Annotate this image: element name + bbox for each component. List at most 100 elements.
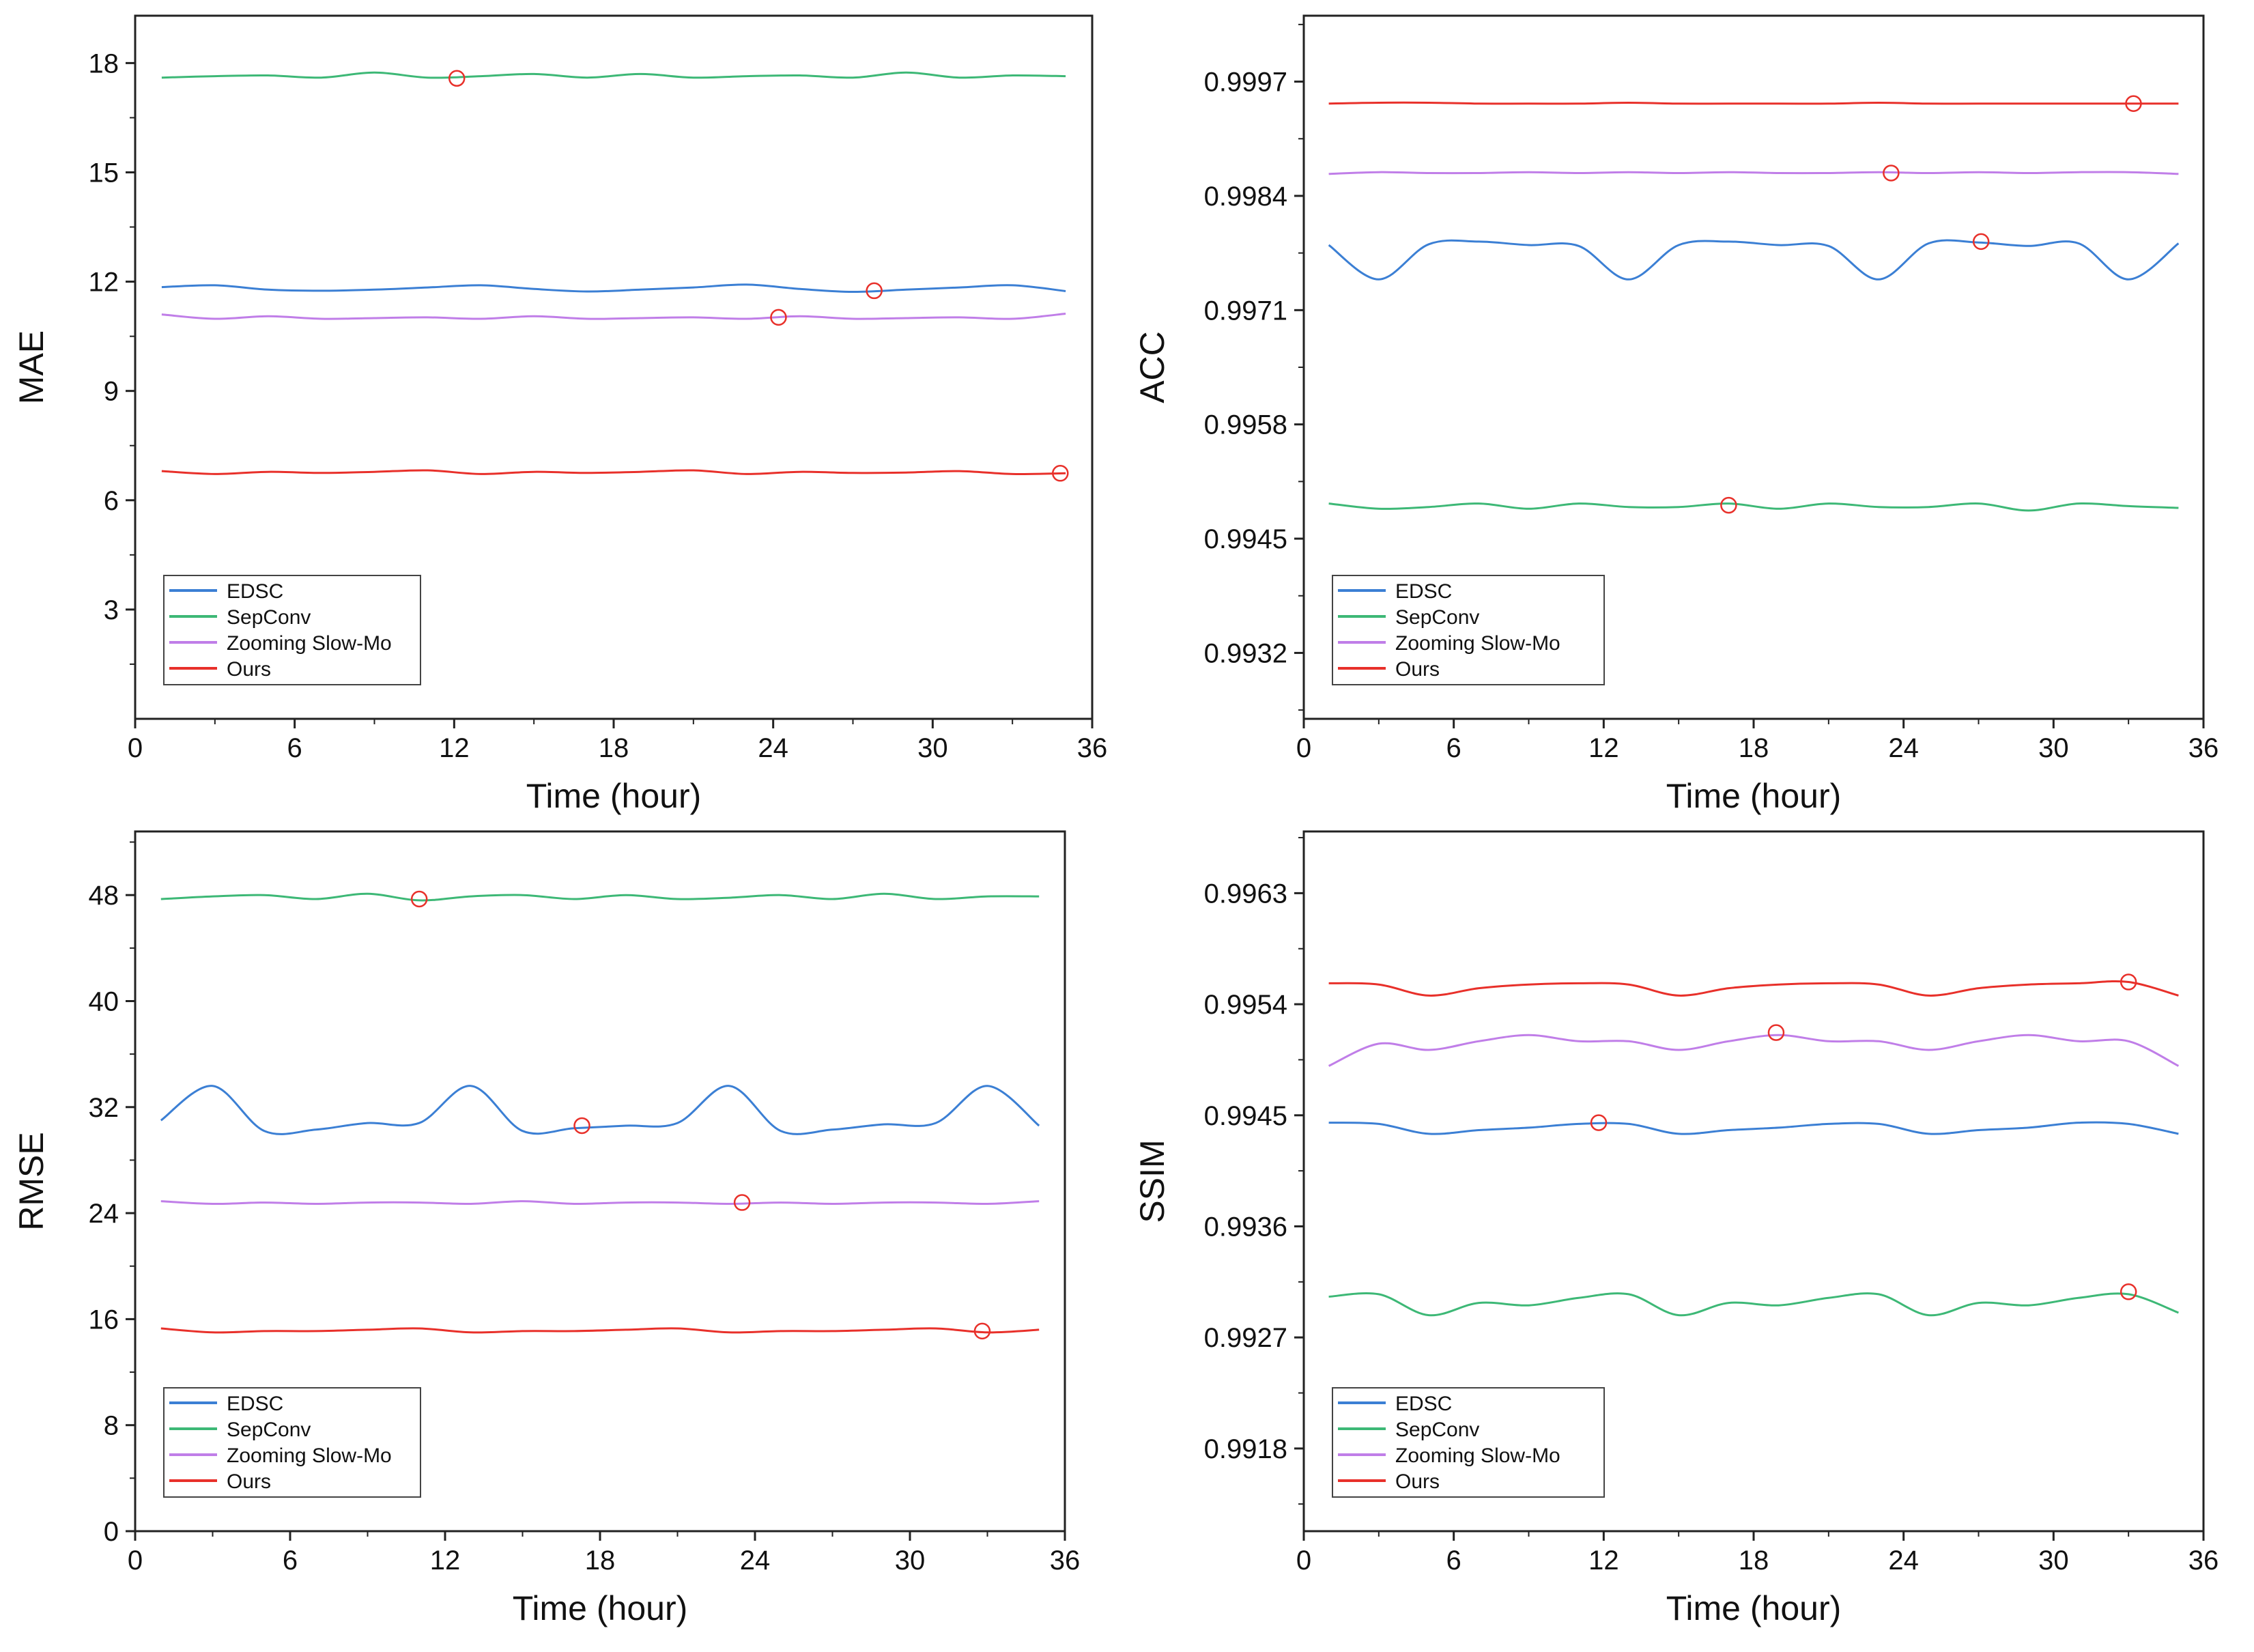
legend-label: SepConv xyxy=(1395,1419,1479,1441)
x-tick-label: 12 xyxy=(439,733,470,763)
y-axis-label: SSIM xyxy=(1133,1139,1171,1223)
x-tick-label: 0 xyxy=(128,1546,143,1576)
highlight-marker xyxy=(1767,1024,1785,1041)
x-tick-label: 36 xyxy=(2188,733,2219,763)
highlight-marker xyxy=(1720,496,1737,514)
y-tick-label: 0.9932 xyxy=(1204,638,1287,668)
series-line-ours xyxy=(1328,101,2179,105)
x-axis-label: Time (hour) xyxy=(1666,1589,1842,1627)
y-tick-label: 9 xyxy=(104,377,119,407)
y-tick-label: 3 xyxy=(104,595,119,625)
x-tick-label: 12 xyxy=(430,1546,461,1576)
y-tick-label: 6 xyxy=(104,486,119,516)
x-tick-label: 12 xyxy=(1588,1546,1619,1576)
legend-label: SepConv xyxy=(1395,606,1479,629)
y-tick-label: 0.9958 xyxy=(1204,410,1287,440)
x-tick-label: 6 xyxy=(1446,1546,1461,1576)
y-tick-label: 18 xyxy=(89,48,119,79)
y-tick-label: 24 xyxy=(89,1199,119,1229)
chart-panel-rmse: 0 6 12 18 24 30 36 0 8 16 24 32 40 48 Time (hour) RMSE E… xyxy=(12,830,1081,1627)
legend-label: EDSC xyxy=(1395,580,1452,603)
y-axis-label: MAE xyxy=(12,330,51,404)
highlight-marker xyxy=(1052,465,1069,482)
y-tick-label: 0.9984 xyxy=(1204,182,1287,212)
legend-label: EDSC xyxy=(227,1393,283,1415)
legend-label: SepConv xyxy=(227,606,311,629)
series-line-edsc xyxy=(1328,239,2180,281)
legend-label: Zooming Slow-Mo xyxy=(227,632,392,655)
chart-panel-acc: 0 6 12 18 24 30 36 0.9932 0.9945 0.9958 0.9971 0.99… xyxy=(1133,14,2219,815)
highlight-marker xyxy=(2120,1283,2137,1300)
x-tick-label: 6 xyxy=(1446,733,1461,763)
highlight-marker xyxy=(410,890,428,908)
y-axis-label: ACC xyxy=(1133,331,1171,403)
y-tick-label: 0.9927 xyxy=(1204,1323,1287,1353)
series-line-edsc xyxy=(161,283,1066,294)
x-tick-label: 18 xyxy=(585,1546,616,1576)
x-axis-label: Time (hour) xyxy=(1666,777,1842,815)
x-tick-label: 0 xyxy=(1296,733,1311,763)
y-tick-label: 32 xyxy=(89,1093,119,1123)
series-line-zooming-slow-mo xyxy=(1328,1034,2180,1067)
series-line-ours xyxy=(160,1327,1040,1334)
highlight-marker xyxy=(866,282,883,300)
series-line-zooming-slow-mo xyxy=(160,1200,1040,1206)
x-tick-label: 0 xyxy=(1296,1546,1311,1576)
y-tick-label: 0.9954 xyxy=(1204,990,1287,1020)
legend-label: Ours xyxy=(1395,658,1440,681)
x-axis-label: Time (hour) xyxy=(526,777,702,815)
x-tick-label: 30 xyxy=(2038,1546,2069,1576)
x-tick-label: 6 xyxy=(287,733,302,763)
highlight-marker xyxy=(1883,165,1900,182)
x-tick-label: 30 xyxy=(895,1546,926,1576)
series-line-zooming-slow-mo xyxy=(161,313,1066,320)
y-tick-label: 0.9963 xyxy=(1204,879,1287,909)
legend-box xyxy=(163,575,421,685)
legend-box xyxy=(1332,1387,1605,1498)
x-tick-label: 18 xyxy=(1739,733,1769,763)
y-tick-label: 48 xyxy=(89,881,119,911)
y-tick-label: 0.9945 xyxy=(1204,524,1287,554)
x-tick-label: 18 xyxy=(1739,1546,1769,1576)
legend-label: EDSC xyxy=(1395,1393,1452,1415)
x-tick-label: 36 xyxy=(2188,1546,2219,1576)
highlight-marker xyxy=(770,309,787,326)
x-tick-label: 30 xyxy=(2038,733,2069,763)
y-tick-label: 0.9971 xyxy=(1204,296,1287,326)
series-line-edsc xyxy=(160,1085,1040,1135)
y-tick-label: 12 xyxy=(89,268,119,298)
highlight-marker xyxy=(973,1322,991,1340)
series-line-sepconv xyxy=(1328,502,2179,512)
legend-label: SepConv xyxy=(227,1419,311,1441)
y-tick-label: 40 xyxy=(89,986,119,1016)
x-tick-label: 36 xyxy=(1050,1546,1081,1576)
highlight-marker xyxy=(733,1194,751,1211)
legend-label: EDSC xyxy=(227,580,283,603)
chart-panel-ssim: 0 6 12 18 24 30 36 0.9918 0.9927 0.9936 0.9945 0.99… xyxy=(1133,830,2219,1627)
y-tick-label: 8 xyxy=(104,1411,119,1441)
legend-label: Ours xyxy=(227,658,271,681)
x-tick-label: 6 xyxy=(283,1546,298,1576)
legend-label: Zooming Slow-Mo xyxy=(227,1444,392,1467)
x-tick-label: 24 xyxy=(758,733,788,763)
x-tick-label: 30 xyxy=(917,733,948,763)
highlight-marker xyxy=(1972,233,1990,251)
series-line-edsc xyxy=(1328,1121,2179,1135)
series-line-sepconv xyxy=(1328,1292,2179,1317)
series-line-ours xyxy=(161,469,1066,476)
series-line-ours xyxy=(1328,980,2179,997)
legend-box xyxy=(163,1387,421,1498)
y-tick-label: 0.9945 xyxy=(1204,1101,1287,1131)
x-tick-label: 18 xyxy=(599,733,629,763)
x-tick-label: 36 xyxy=(1077,733,1108,763)
series-line-sepconv xyxy=(161,71,1066,79)
y-tick-label: 0.9997 xyxy=(1204,68,1287,98)
highlight-marker xyxy=(573,1117,590,1135)
x-tick-label: 24 xyxy=(1888,1546,1919,1576)
y-tick-label: 15 xyxy=(89,158,119,188)
y-tick-label: 0.9918 xyxy=(1204,1434,1287,1464)
x-tick-label: 24 xyxy=(740,1546,771,1576)
x-tick-label: 24 xyxy=(1888,733,1919,763)
